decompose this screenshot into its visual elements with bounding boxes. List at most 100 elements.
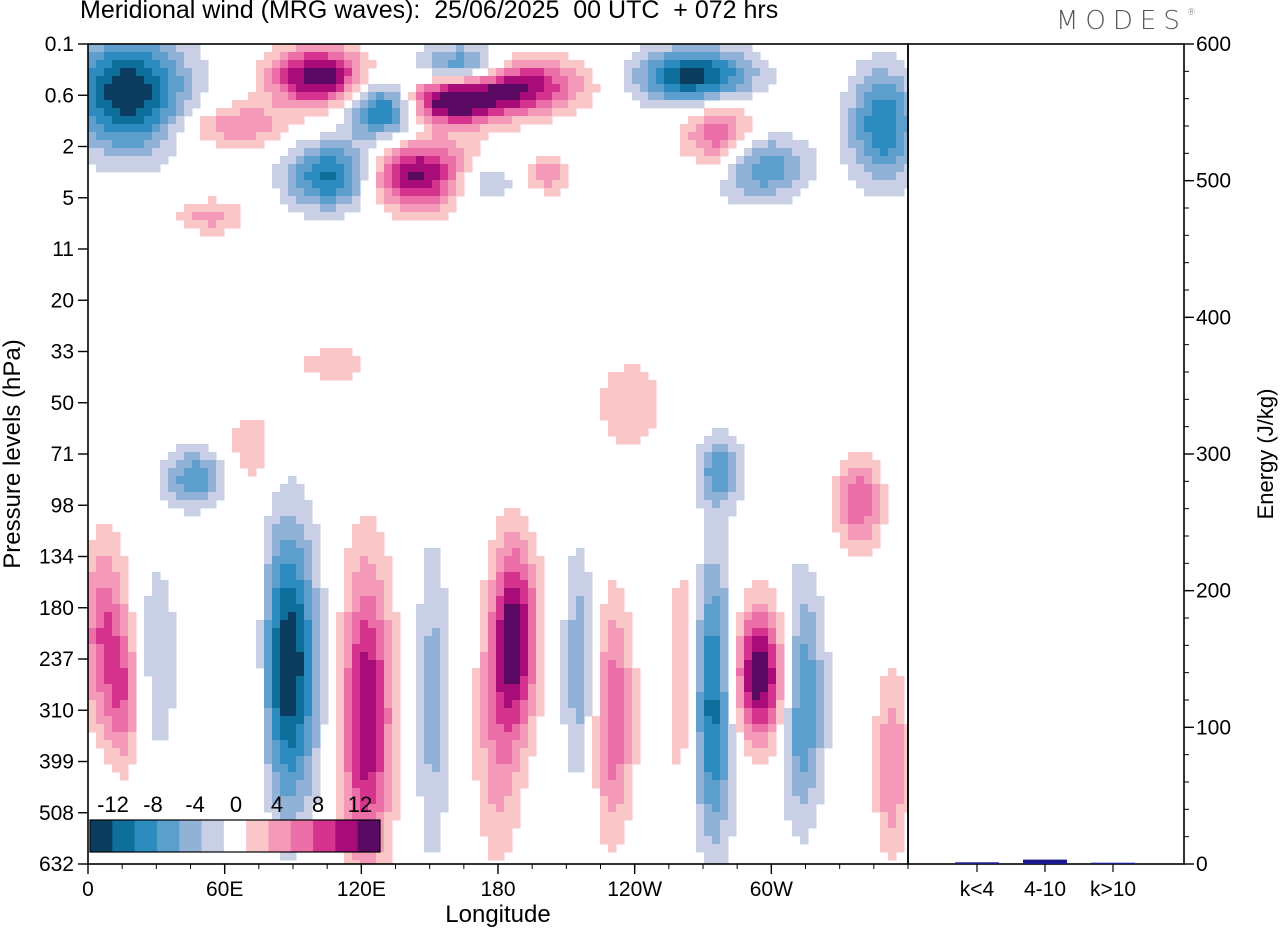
contour-cell (624, 60, 633, 69)
contour-cell (480, 716, 489, 725)
contour-cell (504, 612, 513, 621)
contour-cell (616, 764, 625, 773)
contour-cell (512, 668, 521, 677)
contour-cell (312, 548, 321, 557)
contour-cell (176, 476, 185, 485)
contour-cell (456, 172, 465, 181)
contour-cell (360, 612, 369, 621)
contour-cell (544, 188, 553, 197)
contour-cell (624, 364, 633, 373)
contour-cell (104, 692, 113, 701)
contour-cell (320, 164, 329, 173)
contour-cell (368, 644, 377, 653)
contour-cell (304, 148, 313, 157)
contour-cell (712, 788, 721, 797)
contour-cell (504, 556, 513, 565)
contour-cell (264, 572, 273, 581)
contour-cell (512, 692, 521, 701)
contour-cell (680, 604, 689, 613)
contour-cell (752, 196, 761, 205)
contour-cell (360, 644, 369, 653)
contour-cell (192, 92, 201, 101)
contour-cell (160, 644, 169, 653)
contour-cell (152, 652, 161, 661)
contour-cell (728, 196, 737, 205)
contour-cell (632, 76, 641, 85)
y-tick-label: 508 (39, 802, 74, 825)
contour-cell (536, 572, 545, 581)
contour-cell (392, 804, 401, 813)
contour-cell (848, 148, 857, 157)
contour-cell (520, 84, 529, 93)
contour-cell (736, 460, 745, 469)
contour-cell (528, 556, 537, 565)
contour-cell (848, 516, 857, 525)
contour-cell (752, 684, 761, 693)
contour-cell (616, 772, 625, 781)
contour-cell (544, 108, 553, 117)
contour-cell (192, 492, 201, 501)
contour-cell (600, 604, 609, 613)
contour-cell (704, 92, 713, 101)
contour-cell (528, 692, 537, 701)
contour-cell (680, 740, 689, 749)
contour-cell (256, 132, 265, 141)
contour-cell (800, 764, 809, 773)
chart-title: Meridional wind (MRG waves): 25/06/2025 … (80, 0, 779, 24)
contour-cell (488, 708, 497, 717)
contour-cell (576, 596, 585, 605)
contour-cell (288, 68, 297, 77)
contour-cell (512, 804, 521, 813)
contour-cell (304, 188, 313, 197)
contour-cell (456, 148, 465, 157)
contour-cell (280, 716, 289, 725)
contour-cell (376, 700, 385, 709)
contour-cell (616, 700, 625, 709)
contour-cell (312, 652, 321, 661)
contour-cell (456, 140, 465, 149)
contour-cell (896, 108, 905, 117)
contour-cell (360, 804, 369, 813)
contour-cell (688, 132, 697, 141)
contour-cell (504, 708, 513, 717)
contour-cell (680, 716, 689, 725)
contour-cell (352, 684, 361, 693)
contour-cell (480, 820, 489, 829)
contour-cell (872, 524, 881, 533)
contour-cell (432, 188, 441, 197)
contour-cell (608, 700, 617, 709)
contour-cell (440, 92, 449, 101)
contour-cell (760, 692, 769, 701)
x-tick-label: 60E (206, 878, 243, 901)
contour-cell (896, 836, 905, 845)
contour-cell (392, 812, 401, 821)
contour-cell (288, 84, 297, 93)
contour-cell (488, 740, 497, 749)
contour-cell (480, 44, 489, 53)
contour-cell (288, 636, 297, 645)
contour-cell (384, 612, 393, 621)
contour-cell (896, 740, 905, 749)
contour-cell (376, 556, 385, 565)
contour-cell (808, 604, 817, 613)
contour-cell (304, 612, 313, 621)
contour-cell (152, 124, 161, 133)
contour-cell (112, 164, 121, 173)
contour-cell (848, 508, 857, 517)
contour-cell (320, 172, 329, 181)
contour-cell (488, 652, 497, 661)
contour-cell (616, 372, 625, 381)
contour-cell (880, 684, 889, 693)
contour-cell (704, 628, 713, 637)
contour-cell (752, 596, 761, 605)
contour-cell (704, 740, 713, 749)
contour-cell (568, 668, 577, 677)
contour-cell (528, 564, 537, 573)
contour-cell (896, 844, 905, 853)
contour-cell (608, 660, 617, 669)
contour-cell (192, 220, 201, 229)
contour-cell (440, 108, 449, 117)
contour-cell (712, 780, 721, 789)
contour-cell (312, 636, 321, 645)
contour-cell (112, 148, 121, 157)
